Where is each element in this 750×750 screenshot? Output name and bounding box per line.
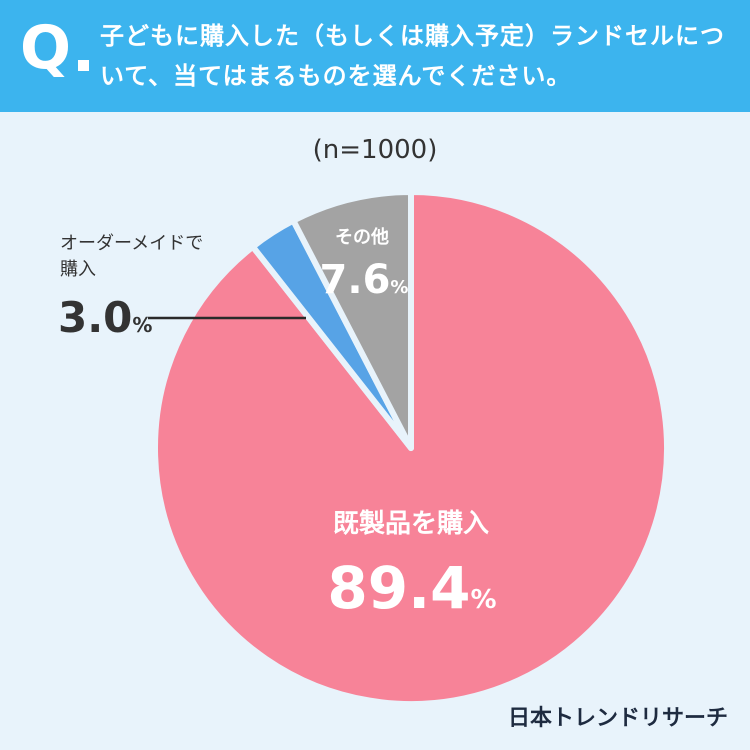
q-dot	[78, 60, 89, 71]
pie-slices	[152, 189, 670, 707]
order-made-unit: %	[132, 313, 152, 337]
q-mark: Q	[20, 13, 72, 83]
sample-size: (n=1000)	[312, 135, 438, 165]
order-made-label-line1: オーダーメイドで	[60, 233, 203, 254]
other-number: 7.6	[320, 257, 391, 303]
question-text: 子どもに購入した（もしくは購入予定）ランドセルについて、当てはまるものを選んでく…	[100, 22, 725, 90]
order-made-value: 3.0%	[58, 293, 152, 342]
ready-made-label: 既製品を購入	[333, 509, 489, 539]
question-header: Q 子どもに購入した（もしくは購入予定）ランドセルについて、当てはまるものを選ん…	[0, 0, 750, 112]
other-unit: %	[390, 277, 408, 298]
order-made-label-line2: 購入	[60, 259, 96, 280]
other-label: その他	[335, 226, 389, 248]
other-value: 7.6%	[320, 257, 409, 303]
brand-logo: 日本トレンドリサーチ	[507, 706, 728, 731]
ready-made-unit: %	[471, 585, 497, 615]
pie-slice-other	[290, 189, 414, 451]
order-made-number: 3.0	[58, 293, 132, 342]
ready-made-number: 89.4	[327, 554, 470, 622]
ready-made-value: 89.4%	[327, 554, 496, 622]
